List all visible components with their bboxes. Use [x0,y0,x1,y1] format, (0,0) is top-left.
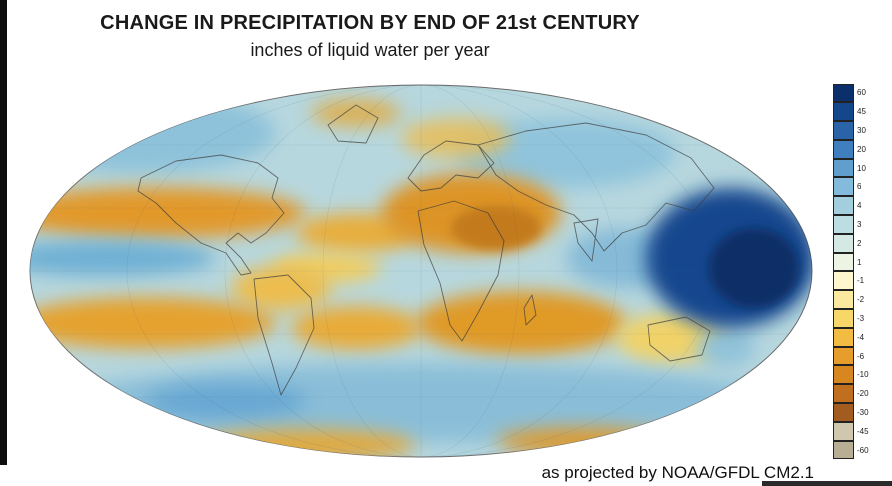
colorbar-tick-label: 10 [857,163,866,173]
colorbar-entry: 30 [833,121,869,141]
world-map-svg [29,84,813,458]
colorbar-tick-label: -10 [857,370,869,380]
colorbar-entry: 45 [833,102,869,122]
colorbar-entry: 1 [833,252,869,272]
colorbar-entry: -4 [833,327,869,347]
colorbar-entry: -6 [833,346,869,366]
page-subtitle: inches of liquid water per year [250,40,490,60]
colorbar-tick-label: 2 [857,238,862,248]
left-edge-letterbox [0,0,7,465]
colorbar-swatch [833,83,854,103]
colorbar-entry: 3 [833,215,869,235]
colorbar-entry: 4 [833,196,869,216]
colorbar-swatch [833,215,854,234]
colorbar-swatch [833,271,854,291]
colorbar-swatch [833,421,854,441]
colorbar-tick-label: -30 [857,407,869,417]
colorbar-tick-label: 1 [857,257,862,267]
colorbar-tick-label: 30 [857,125,866,135]
colorbar-tick-label: 60 [857,88,866,98]
colorbar-entry: 2 [833,233,869,253]
source-caption: as projected by NOAA/GFDL CM2.1 [541,463,814,482]
colorbar-tick-label: -45 [857,426,869,436]
colorbar-entry: -3 [833,309,869,329]
colorbar-swatch [833,158,854,178]
colorbar-tick-label: 3 [857,219,862,229]
colorbar-swatch [833,196,854,216]
colorbar-tick-label: -1 [857,276,865,286]
bottom-right-letterbox [762,481,892,486]
colorbar-swatch [833,346,854,366]
colorbar-swatch [833,384,854,404]
colorbar-tick-label: -20 [857,389,869,399]
colorbar-tick-label: -3 [857,313,865,323]
colorbar-tick-label: 45 [857,107,866,117]
colorbar-swatch [833,121,854,140]
colorbar-entry: -20 [833,384,869,404]
colorbar-swatch [833,403,854,422]
colorbar-swatch [833,252,854,272]
map-color-patches [30,93,812,457]
colorbar-entry: 6 [833,177,869,197]
colorbar-swatch [833,233,854,253]
colorbar-tick-label: -60 [857,445,869,455]
colorbar-entry: 60 [833,83,869,103]
colorbar-swatch [833,102,854,122]
map-graticule [30,85,812,457]
colorbar-entry: -10 [833,365,869,385]
colorbar-swatch [833,177,854,197]
colorbar-tick-label: 6 [857,182,862,192]
colorbar-tick-label: 4 [857,201,862,211]
colorbar-swatch [833,440,854,460]
colorbar-entry: -60 [833,440,869,460]
colorbar-segments: 60 45 30 20 10 6 4 3 2 1 -1 -2 -3 -4 -6 -10 -20 -30 -45 -60 [833,83,869,460]
colorbar-entry: 10 [833,158,869,178]
continent-outlines [137,104,715,396]
colorbar-entry: -45 [833,421,869,441]
colorbar-swatch [833,139,854,159]
figure-header: CHANGE IN PRECIPITATION BY END OF 21st C… [0,12,740,61]
world-map [26,83,816,460]
colorbar-swatch [833,309,854,328]
page-title: CHANGE IN PRECIPITATION BY END OF 21st C… [100,12,640,34]
colorbar-tick-label: -6 [857,351,865,361]
colorbar-tick-label: -2 [857,295,865,305]
colorbar: 60 45 30 20 10 6 4 3 2 1 -1 -2 -3 -4 -6 -10 -20 -30 -45 -60 [833,83,869,460]
colorbar-swatch [833,365,854,385]
colorbar-tick-label: -4 [857,332,865,342]
colorbar-tick-label: 20 [857,144,866,154]
colorbar-swatch [833,327,854,347]
colorbar-entry: -1 [833,271,869,291]
colorbar-entry: 20 [833,139,869,159]
colorbar-swatch [833,290,854,310]
colorbar-entry: -30 [833,403,869,423]
colorbar-entry: -2 [833,290,869,310]
